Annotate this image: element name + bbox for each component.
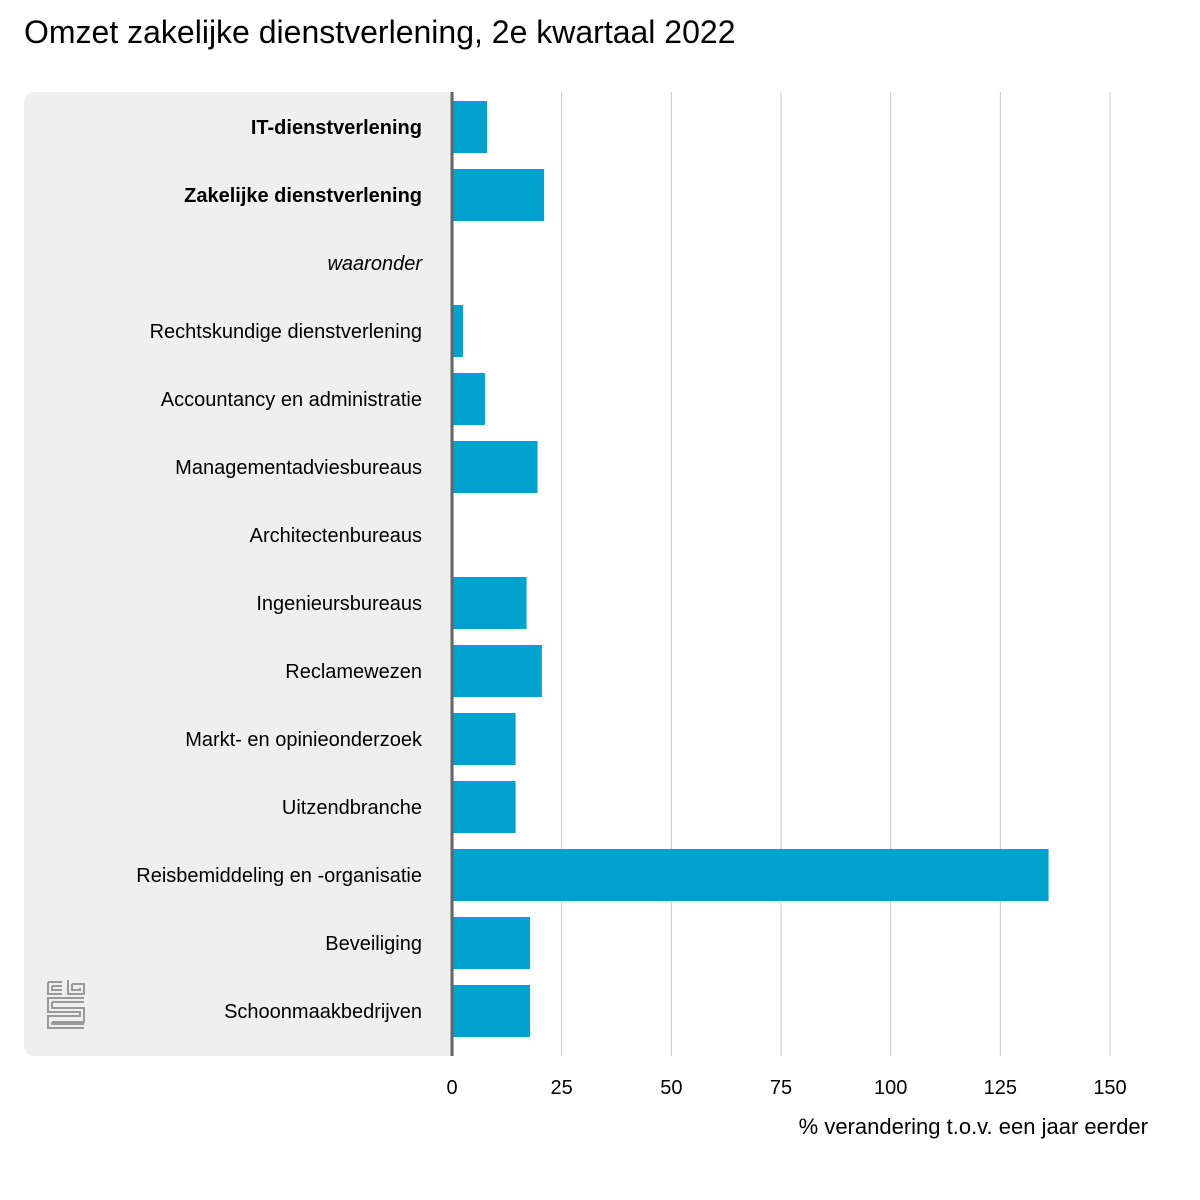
x-tick-label: 25	[551, 1077, 573, 1099]
category-label: Architectenbureaus	[250, 525, 422, 547]
gridlines	[561, 92, 1111, 1056]
bar	[452, 169, 545, 221]
category-label: Uitzendbranche	[282, 797, 422, 819]
category-label: Managementadviesbureaus	[175, 457, 422, 479]
bar	[452, 305, 463, 357]
chart-title: Omzet zakelijke dienstverlening, 2e kwar…	[24, 14, 736, 50]
category-label: Reisbemiddeling en -organisatie	[136, 865, 422, 887]
bars	[452, 101, 1049, 1037]
category-label: Ingenieursbureaus	[256, 593, 422, 615]
x-tick-label: 75	[770, 1077, 792, 1099]
category-label: Markt- en opinieonderzoek	[185, 729, 423, 751]
category-labels: IT-dienstverlening Zakelijke dienstverlen…	[136, 117, 423, 1023]
category-label: Zakelijke dienstverlening	[184, 185, 422, 207]
bar	[452, 577, 527, 629]
bar	[452, 645, 542, 697]
bar	[452, 985, 531, 1037]
x-tick-label: 150	[1093, 1077, 1126, 1099]
category-label: waaronder	[327, 253, 423, 275]
category-label: Reclamewezen	[285, 661, 422, 683]
bar	[452, 781, 516, 833]
bar	[452, 917, 531, 969]
bar	[452, 441, 538, 493]
x-tick-labels: 0 25 50 75 100 125 150	[446, 1077, 1126, 1099]
cbs-logo-icon	[47, 980, 85, 1029]
label-panel-background	[24, 92, 454, 1056]
category-label: Accountancy en administratie	[161, 389, 422, 411]
x-tick-label: 125	[984, 1077, 1017, 1099]
category-label: Schoonmaakbedrijven	[224, 1001, 422, 1023]
x-tick-label: 50	[660, 1077, 682, 1099]
x-tick-label: 0	[446, 1077, 457, 1099]
bar	[452, 101, 488, 153]
bar	[452, 713, 516, 765]
bar	[452, 849, 1049, 901]
bar	[452, 373, 485, 425]
x-tick-label: 100	[874, 1077, 907, 1099]
category-label: Beveiliging	[325, 933, 422, 955]
category-label: IT-dienstverlening	[251, 117, 422, 139]
category-label: Rechtskundige dienstverlening	[150, 321, 422, 343]
x-axis-label: % verandering t.o.v. een jaar eerder	[798, 1114, 1148, 1139]
